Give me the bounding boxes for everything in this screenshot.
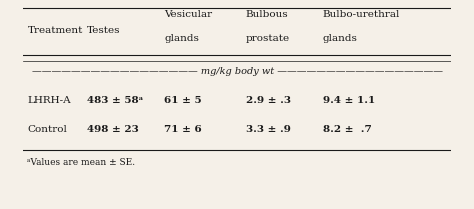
Text: Vesicular: Vesicular <box>164 10 212 19</box>
Text: glands: glands <box>164 34 199 43</box>
Text: 483 ± 58ᵃ: 483 ± 58ᵃ <box>87 96 144 105</box>
Text: 61 ± 5: 61 ± 5 <box>164 96 202 105</box>
Text: Bulbo-urethral: Bulbo-urethral <box>322 10 400 19</box>
Text: Testes: Testes <box>87 26 121 35</box>
Text: 9.4 ± 1.1: 9.4 ± 1.1 <box>322 96 375 105</box>
Text: 2.9 ± .3: 2.9 ± .3 <box>246 96 291 105</box>
Text: ᵃValues are mean ± SE.: ᵃValues are mean ± SE. <box>27 158 136 167</box>
Text: 8.2 ±  .7: 8.2 ± .7 <box>322 125 371 134</box>
Text: Bulbous: Bulbous <box>246 10 288 19</box>
Text: LHRH-A: LHRH-A <box>27 96 71 105</box>
Text: ————————————————— mg/kg body wt —————————————————: ————————————————— mg/kg body wt ————————… <box>31 67 443 76</box>
Text: prostate: prostate <box>246 34 290 43</box>
Text: glands: glands <box>322 34 357 43</box>
Text: Treatment: Treatment <box>27 26 83 35</box>
Text: Control: Control <box>27 125 67 134</box>
Text: 498 ± 23: 498 ± 23 <box>87 125 139 134</box>
Text: 71 ± 6: 71 ± 6 <box>164 125 202 134</box>
Text: 3.3 ± .9: 3.3 ± .9 <box>246 125 291 134</box>
